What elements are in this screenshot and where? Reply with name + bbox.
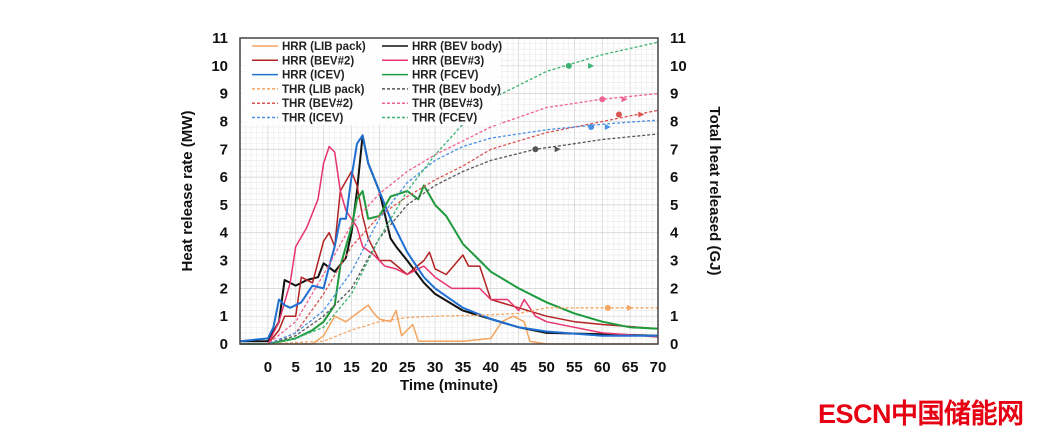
series-line-thr-icev- xyxy=(240,119,659,345)
y2-tick-label: 8 xyxy=(670,113,678,130)
legend-label: HRR (ICEV) xyxy=(282,70,345,82)
series-line-thr-lib-pack- xyxy=(240,307,658,345)
legend-label: HRR (BEV body) xyxy=(412,41,502,53)
y-tick-label: 11 xyxy=(212,30,228,47)
y-tick-label: 4 xyxy=(220,225,229,242)
y-tick-label: 8 xyxy=(220,113,228,130)
legend-label: THR (BEV#3) xyxy=(412,98,483,110)
marker-point xyxy=(565,62,572,69)
plot-frame xyxy=(239,37,659,345)
series-line-thr-bev-body- xyxy=(240,133,659,345)
y2-tick-label: 5 xyxy=(670,197,678,214)
x-tick-label: 15 xyxy=(343,359,360,376)
x-tick-label: 5 xyxy=(292,359,300,376)
escn-watermark-logo: ESCN中国储能网 xyxy=(818,399,1024,429)
y-tick-label: 9 xyxy=(220,86,228,103)
x-tick-label: 20 xyxy=(371,359,388,376)
y-tick-label: 6 xyxy=(220,169,228,186)
y2-tick-label: 6 xyxy=(670,169,678,186)
marker-point xyxy=(621,96,628,103)
legend-label: HRR (FCEV) xyxy=(412,70,479,82)
legend-label: HRR (BEV#3) xyxy=(412,55,484,67)
y2-axis-title: Total heat released (GJ) xyxy=(706,107,723,276)
marker-point xyxy=(532,146,539,153)
y2-tick-label: 2 xyxy=(670,280,678,297)
series-line-thr-bev-3- xyxy=(240,92,659,345)
y-tick-label: 0 xyxy=(220,336,228,353)
y-tick-label: 5 xyxy=(220,197,228,214)
y2-tick-label: 10 xyxy=(670,58,687,75)
marker-point xyxy=(638,111,645,118)
legend-label: THR (LIB pack) xyxy=(282,84,365,96)
y-tick-label: 10 xyxy=(211,58,228,75)
legend-label: THR (BEV body) xyxy=(412,84,501,96)
marker-point xyxy=(604,124,611,131)
y2-tick-label: 11 xyxy=(670,30,686,47)
y-tick-label: 7 xyxy=(220,141,228,158)
x-tick-label: 40 xyxy=(482,359,499,376)
x-tick-label: 30 xyxy=(427,359,444,376)
marker-point xyxy=(588,124,595,131)
y-tick-label: 2 xyxy=(220,280,228,297)
marker-point xyxy=(588,62,595,69)
y2-tick-label: 7 xyxy=(670,141,678,158)
legend-label: THR (FCEV) xyxy=(412,113,477,125)
series-line-hrr-icev- xyxy=(239,134,658,343)
x-tick-label: 35 xyxy=(455,359,472,376)
legend-label: THR (ICEV) xyxy=(282,113,344,125)
y2-tick-label: 1 xyxy=(670,308,678,325)
x-tick-label: 50 xyxy=(538,359,555,376)
y2-tick-label: 9 xyxy=(670,86,678,103)
x-axis-title: Time (minute) xyxy=(400,377,498,394)
x-tick-label: 10 xyxy=(315,359,332,376)
legend-label: THR (BEV#2) xyxy=(282,98,353,110)
y2-tick-label: 4 xyxy=(670,225,679,242)
y-tick-label: 3 xyxy=(220,253,228,270)
x-tick-label: 45 xyxy=(510,359,527,376)
marker-point xyxy=(599,96,606,103)
y-tick-label: 1 xyxy=(220,308,228,325)
legend-box xyxy=(242,39,500,125)
x-tick-label: 25 xyxy=(399,359,416,376)
x-tick-label: 60 xyxy=(594,359,611,376)
marker-point xyxy=(554,146,561,153)
marker-point xyxy=(627,304,634,311)
x-tick-label: 65 xyxy=(622,359,639,376)
legend-label: HRR (BEV#2) xyxy=(282,55,354,67)
x-tick-label: 70 xyxy=(650,359,667,376)
series-line-hrr-lib-pack- xyxy=(240,304,658,345)
x-tick-label: 0 xyxy=(264,359,272,376)
y-axis-title: Heat release rate (MW) xyxy=(179,111,196,272)
y2-tick-label: 0 xyxy=(670,336,678,353)
y2-tick-label: 3 xyxy=(670,253,678,270)
legend-label: HRR (LIB pack) xyxy=(282,41,366,53)
x-tick-label: 55 xyxy=(566,359,583,376)
marker-point xyxy=(615,111,622,118)
series-line-hrr-bev-3- xyxy=(240,145,659,345)
marker-point xyxy=(604,304,611,311)
